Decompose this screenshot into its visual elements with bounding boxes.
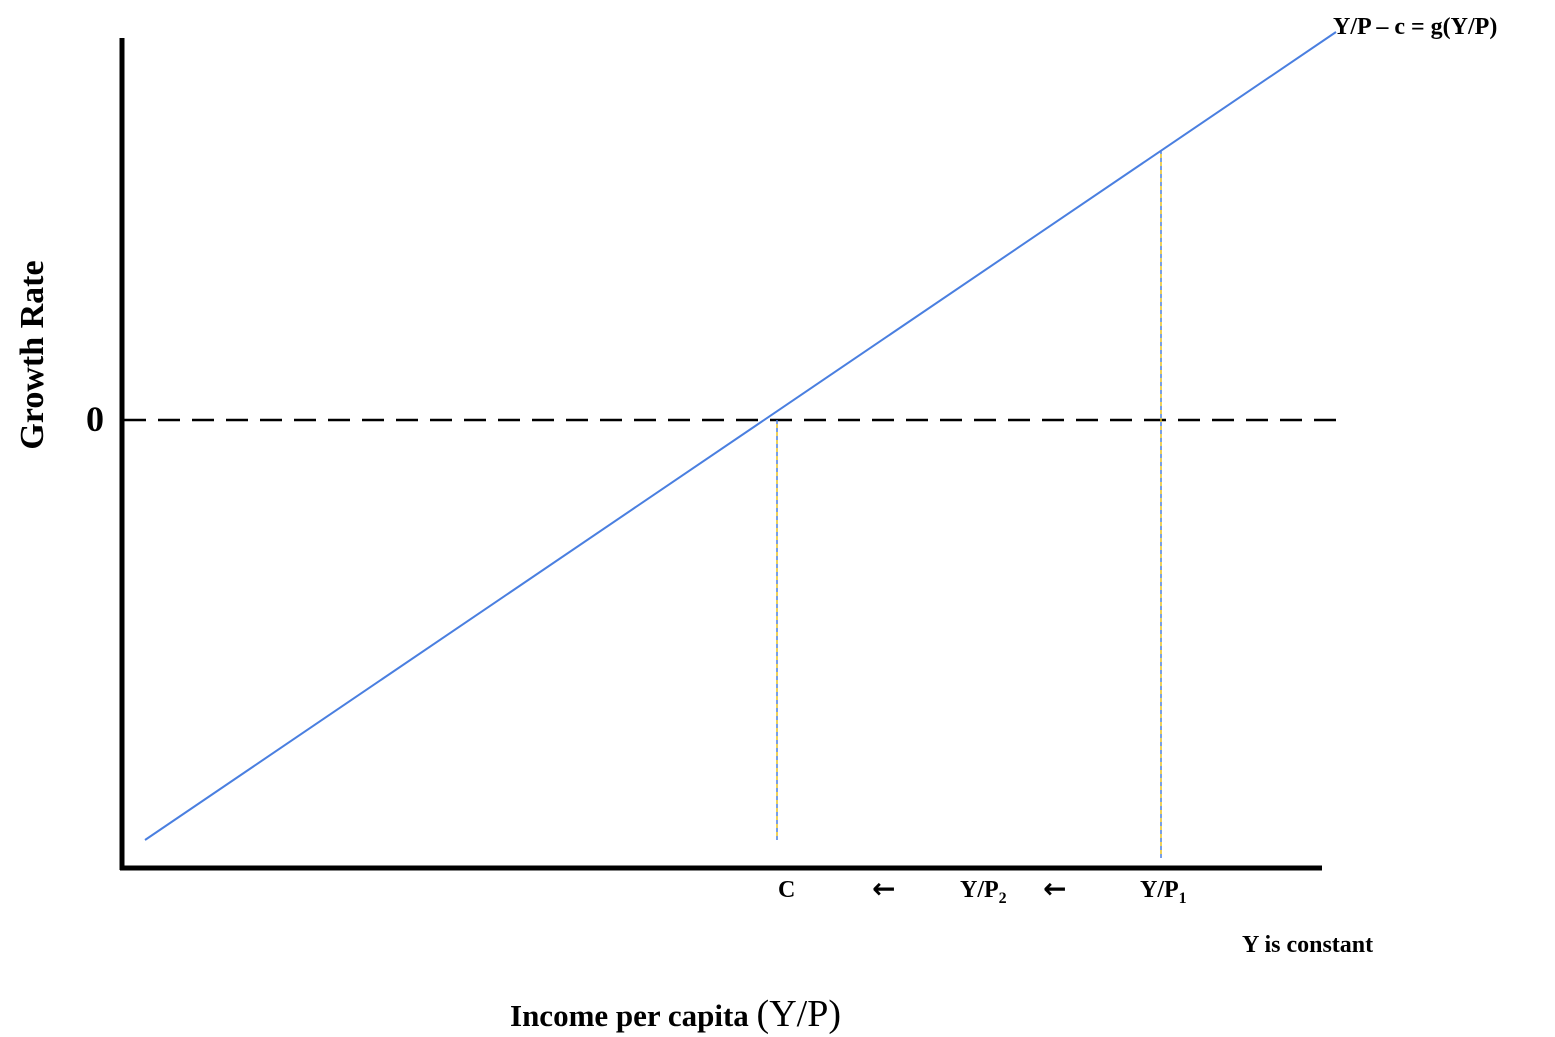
left-arrow-icon: ← bbox=[872, 872, 896, 905]
tick-label-yp2: Y/P2 bbox=[960, 877, 1007, 907]
tick-label-yp2-main: Y/P bbox=[960, 877, 999, 903]
tick-label-yp1-sub: 1 bbox=[1178, 890, 1187, 907]
left-arrow-icon: ← bbox=[1043, 872, 1067, 905]
x-axis-label: Income per capita (Y/P) bbox=[510, 992, 841, 1036]
y-axis-label: Growth Rate bbox=[14, 260, 51, 450]
growth-curve bbox=[144, 31, 1337, 841]
tick-label-yp1: Y/P1 bbox=[1140, 877, 1187, 907]
tick-label-c: C bbox=[778, 877, 796, 903]
tick-label-yp2-sub: 2 bbox=[998, 890, 1007, 907]
curve-label: Y/P – c = g(Y/P) bbox=[1333, 14, 1498, 40]
constant-note: Y is constant bbox=[1242, 932, 1374, 958]
zero-label: 0 bbox=[86, 399, 104, 439]
x-axis-label-text: Income per capita bbox=[510, 998, 757, 1033]
x-axis-label-symbol: (Y/P) bbox=[756, 993, 841, 1035]
tick-label-yp1-main: Y/P bbox=[1140, 877, 1179, 903]
